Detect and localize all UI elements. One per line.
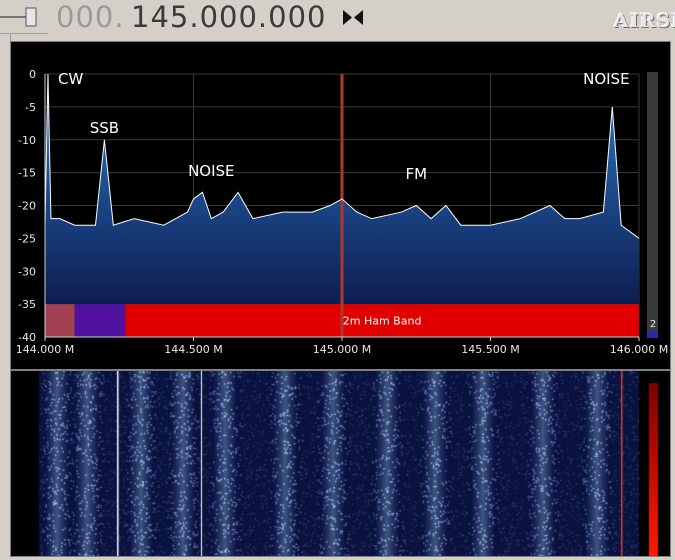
x-tick-label: 144.500 M [164,343,222,356]
frequency-display-prefix[interactable]: 000. [56,0,125,34]
signal-label: NOISE [583,70,629,88]
spectrum-trace [44,73,640,239]
x-tick-label: 145.000 M [313,343,371,356]
signal-label: FM [405,165,427,183]
x-tick-label: 146.000 M [610,343,668,356]
y-tick-label: -10 [18,134,36,147]
signal-annotations: CW SSB NOISE FM NOISE [58,70,630,183]
band-segment [45,304,75,337]
y-axis: 0 -5 -10 -15 -20 -25 -30 -35 -40 [18,68,46,344]
signal-label: NOISE [188,162,234,180]
waterfall-display[interactable] [11,371,670,556]
x-axis: 144.000 M 144.500 M 145.000 M 145.500 M 146.… [16,336,668,356]
center-frequency-marker[interactable] [340,74,344,337]
spectrum-trace-line [44,73,640,239]
y-tick-label: -30 [18,265,36,278]
center-marker-line [340,74,344,337]
y-tick-label: -5 [25,101,36,114]
scale-gauge-fill [647,331,658,338]
waterfall-panel[interactable] [10,370,671,557]
y-tick-label: -40 [18,331,36,344]
signal-label: CW [58,70,83,88]
airspy-logo: AIRSPY [614,10,675,32]
signal-label: SSB [90,119,119,137]
y-tick-label: -15 [18,167,36,180]
center-tune-icon[interactable] [342,9,364,26]
y-tick-label: -35 [18,298,36,311]
frequency-toolbar: 000. 145.000.000 AIRSPY [0,0,675,34]
scale-gauge-value: 2 [650,319,656,330]
x-tick-label: 144.000 M [16,343,74,356]
band-segment [125,304,639,337]
y-tick-label: 0 [29,68,36,81]
band-plan-bar: 2m Ham Band [45,304,639,337]
scale-gauge[interactable]: 2 [647,72,658,338]
scale-gauge-track [647,72,658,338]
frequency-display[interactable]: 145.000.000 [131,0,327,34]
band-segment [74,304,126,337]
y-tick-label: -25 [18,232,36,245]
spectrum-chart[interactable]: 2m Ham Band CW SSB NOISE FM NOISE 0 -5 -10 -15 -… [11,42,670,369]
frequency-slider[interactable] [0,0,48,34]
x-tick-label: 145.500 M [461,343,519,356]
band-label: 2m Ham Band [343,315,422,328]
y-tick-label: -20 [18,200,36,213]
spectrum-panel[interactable]: 2m Ham Band CW SSB NOISE FM NOISE 0 -5 -10 -15 -… [10,41,671,370]
